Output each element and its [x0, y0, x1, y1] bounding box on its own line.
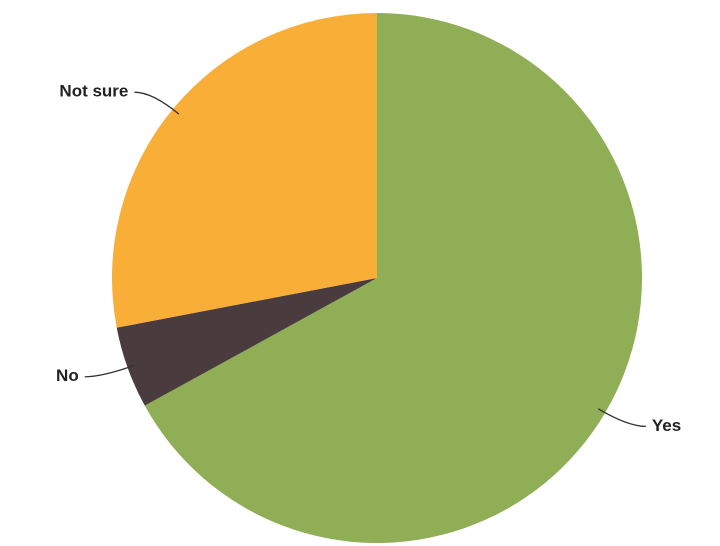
pie-slice	[111, 13, 377, 328]
slice-label: Yes	[652, 416, 681, 435]
pie-slice	[144, 13, 643, 543]
leader-line	[597, 408, 646, 428]
pie-slice	[116, 278, 377, 406]
leader-line	[84, 364, 136, 378]
slice-label: No	[56, 366, 79, 385]
slice-label: Not sure	[59, 82, 128, 101]
leader-line	[134, 91, 180, 115]
